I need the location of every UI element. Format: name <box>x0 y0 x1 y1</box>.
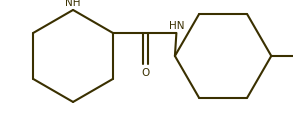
Text: NH: NH <box>65 0 81 8</box>
Text: O: O <box>142 67 150 77</box>
Text: HN: HN <box>169 21 184 30</box>
